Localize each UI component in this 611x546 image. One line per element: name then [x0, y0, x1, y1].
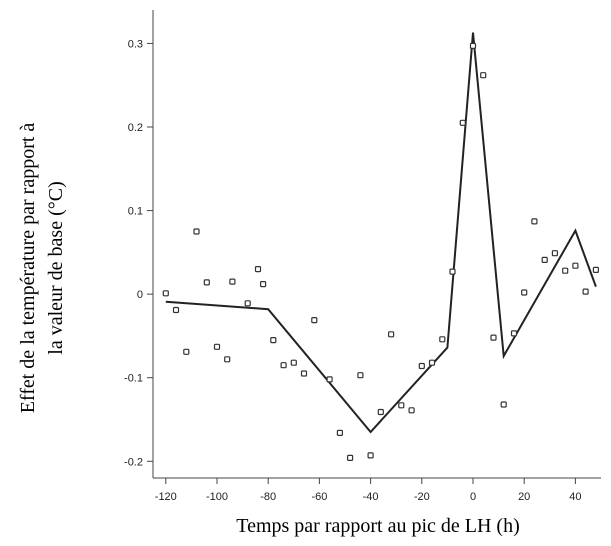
data-point: [357, 372, 364, 379]
data-point: [280, 362, 287, 369]
data-point: [290, 359, 297, 366]
data-point: [162, 290, 169, 297]
data-point: [480, 72, 487, 79]
data-point: [229, 278, 236, 285]
y-tick-label: 0.3: [128, 38, 143, 50]
data-point: [172, 306, 180, 314]
data-point: [531, 218, 538, 225]
data-point: [193, 228, 200, 235]
data-point: [459, 119, 466, 126]
data-point: [490, 334, 497, 341]
data-point: [469, 42, 477, 50]
data-point: [183, 348, 190, 355]
y-axis-ticks: -0.2 -0.1 0 0.1 0.2 0.3: [124, 38, 153, 468]
data-point: [367, 452, 374, 459]
data-point: [428, 359, 436, 366]
data-point: [521, 289, 528, 296]
data-point: [408, 407, 415, 414]
x-tick-label: 20: [518, 491, 530, 503]
data-points: [162, 42, 600, 461]
y-tick-label: -0.2: [124, 456, 143, 468]
x-tick-label: 40: [569, 491, 581, 503]
data-point: [203, 279, 210, 286]
data-point: [224, 356, 231, 363]
data-point: [300, 370, 308, 377]
data-point: [347, 454, 354, 461]
data-point: [418, 362, 425, 370]
y-tick-label: 0.1: [128, 206, 143, 218]
data-point: [336, 429, 343, 436]
y-tick-label: -0.1: [124, 373, 143, 385]
data-point: [260, 281, 267, 288]
data-point: [439, 336, 446, 343]
data-point: [551, 250, 559, 257]
data-point: [377, 408, 384, 416]
data-point: [500, 401, 507, 408]
x-tick-label: -60: [311, 491, 327, 503]
data-point: [388, 331, 395, 338]
data-point: [270, 337, 277, 344]
x-tick-label: -120: [155, 491, 177, 503]
data-point: [541, 256, 548, 263]
data-point: [572, 262, 579, 269]
x-tick-label: -80: [260, 491, 276, 503]
data-point: [326, 376, 333, 383]
x-tick-label: -100: [206, 491, 228, 503]
data-point: [213, 343, 221, 350]
y-tick-label: 0: [137, 289, 143, 301]
data-point: [311, 317, 318, 324]
x-axis-ticks: -120 -100 -80 -60 -40 -20 0 20 40: [155, 478, 582, 503]
x-tick-label: -20: [414, 491, 430, 503]
data-point: [449, 268, 456, 275]
data-point: [510, 330, 518, 337]
data-point: [582, 288, 589, 295]
data-point: [398, 402, 405, 409]
x-tick-label: 0: [470, 491, 476, 503]
data-point: [562, 267, 569, 274]
plot-area: -0.2 -0.1 0 0.1 0.2 0.3 -120 -100 -80 -60 -40 -20 0…: [124, 10, 601, 503]
x-tick-label: -40: [363, 491, 379, 503]
y-axis-title-line-2: la valeur de base (°C): [45, 181, 67, 354]
y-axis-title-line-1: Effet de la température par rapport à: [17, 123, 39, 414]
y-tick-label: 0.2: [128, 122, 143, 134]
fitted-line: [165, 32, 597, 434]
data-point: [254, 266, 262, 273]
data-point: [244, 300, 251, 307]
x-axis-title: Temps par rapport au pic de LH (h): [236, 515, 520, 537]
data-point: [592, 266, 600, 273]
